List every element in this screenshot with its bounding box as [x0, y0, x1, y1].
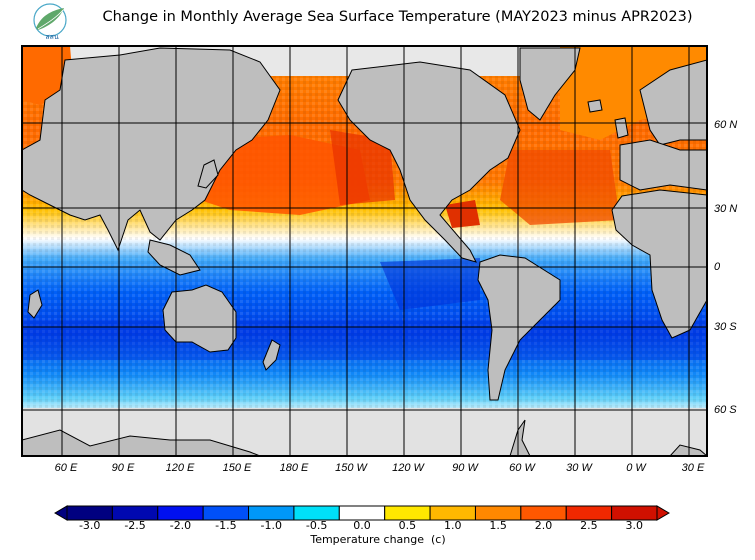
- lon-label-60e: 60 E: [54, 462, 78, 474]
- lon-label-90e: 90 E: [111, 462, 135, 474]
- sst-map: [21, 45, 708, 457]
- colorbar-cell: [293, 505, 340, 521]
- chart-title: Change in Monthly Average Sea Surface Te…: [102, 9, 693, 25]
- lon-label-180e: 180 E: [279, 462, 309, 474]
- colorbar-tick-label: -2.0: [169, 519, 192, 532]
- japan: [197, 159, 219, 189]
- lon-label-0w: 0 W: [626, 462, 646, 474]
- antarctic-peninsula: [509, 419, 531, 456]
- atlantic-warm: [500, 150, 620, 225]
- colorbar-cell: [384, 505, 431, 521]
- colorbar-cell: [474, 505, 522, 521]
- lon-label-60w: 60 W: [509, 462, 535, 474]
- colorbar-cells: [66, 505, 658, 521]
- colorbar-tick-label: -2.5: [124, 519, 146, 532]
- colorbar-cell: [66, 505, 113, 521]
- map-layers: [22, 46, 707, 456]
- north-america: [337, 61, 521, 263]
- iceland: [587, 99, 603, 113]
- organization-logo: สสน: [33, 3, 67, 41]
- graticule: [22, 46, 707, 456]
- colorbar-tick-label: 3.0: [625, 519, 644, 532]
- gulf-of-mexico-warm: [445, 200, 480, 228]
- colorbar-tick-label: 0.5: [398, 519, 417, 532]
- colorbar-cell: [565, 505, 613, 521]
- colorbar-tick-label: -1.5: [215, 519, 237, 532]
- colorbar-tick-label: -0.5: [305, 519, 328, 532]
- antarctica: [22, 429, 261, 456]
- colorbar-tick-label: -3.0: [78, 519, 101, 532]
- colorbar-title: Temperature change (c): [310, 533, 446, 546]
- logo-text: สสน: [45, 33, 59, 41]
- colorbar-tick-label: 0.0: [353, 519, 371, 532]
- colorbar-cell: [611, 505, 658, 521]
- colorbar-cell: [338, 505, 386, 521]
- lon-label-120e: 120 E: [165, 462, 195, 474]
- lat-label-30n: 30 N: [714, 203, 738, 215]
- eurasia: [22, 47, 281, 252]
- colorbar-tick-label: 2.5: [580, 519, 598, 532]
- land: [22, 47, 707, 456]
- eastern-pacific-cold: [380, 258, 480, 310]
- europe-west: [619, 139, 707, 191]
- lat-label-0: 0: [714, 261, 721, 273]
- lat-label-30s: 30 S: [714, 321, 737, 333]
- lon-label-30e: 30 E: [681, 462, 705, 474]
- ne-pacific-warm: [330, 130, 395, 205]
- australia: [162, 284, 237, 353]
- greenland: [519, 47, 581, 121]
- southeast-asia-islands: [147, 239, 201, 276]
- colorbar-tick-label: 2.0: [534, 519, 553, 532]
- lon-label-30w: 30 W: [566, 462, 592, 474]
- colorbar-cell: [157, 505, 204, 521]
- lon-label-150w: 150 W: [335, 462, 367, 474]
- lon-label-120w: 120 W: [392, 462, 424, 474]
- colorbar-cell: [111, 505, 159, 521]
- lon-label-90w: 90 W: [452, 462, 478, 474]
- colorbar-cell: [202, 505, 250, 521]
- colorbar-cell: [429, 505, 476, 521]
- map-frame: [21, 45, 708, 457]
- lat-label-60s: 60 S: [714, 404, 737, 416]
- colorbar-tick-label: -1.0: [260, 519, 282, 532]
- africa: [611, 189, 707, 339]
- colorbar-over-arrow: [656, 505, 670, 521]
- colorbar-tick-label: 1.0: [444, 519, 462, 532]
- colorbar-cell: [248, 505, 295, 521]
- south-pacific-cold: [22, 320, 707, 360]
- colorbar-tick-label: 1.5: [489, 519, 507, 532]
- lon-label-150e: 150 E: [222, 462, 252, 474]
- new-zealand: [262, 339, 281, 371]
- lat-label-60n: 60 N: [714, 119, 738, 131]
- colorbar-cell: [520, 505, 567, 521]
- scandinavia: [639, 59, 707, 146]
- colorbar-under-arrow: [54, 505, 68, 521]
- nw-pacific-warm: [200, 135, 370, 215]
- madagascar: [27, 289, 43, 319]
